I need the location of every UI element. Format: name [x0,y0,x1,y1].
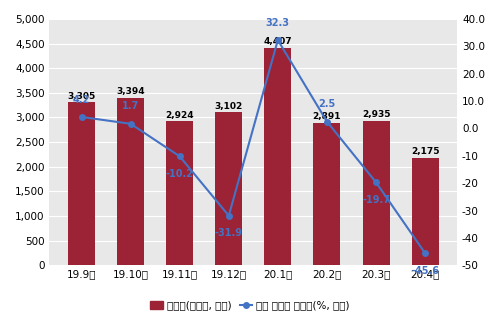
Text: -10.2: -10.2 [166,169,194,179]
Text: 2,935: 2,935 [362,110,390,119]
Bar [362,121,390,265]
Text: 2,924: 2,924 [166,110,194,119]
전년 동기비 증가율(%, 우축) [422,251,428,255]
Text: 2,891: 2,891 [312,112,341,121]
Text: 32.3: 32.3 [266,18,290,28]
Legend: 수출액(백만불, 좌축), 전년 동기비 증가율(%, 우축): 수출액(백만불, 좌축), 전년 동기비 증가율(%, 우축) [146,296,354,315]
Bar [216,112,242,265]
Text: 3,305: 3,305 [68,92,96,101]
Text: 2.5: 2.5 [318,99,336,109]
전년 동기비 증가율(%, 우축) [128,122,134,126]
Text: 4,407: 4,407 [264,37,292,46]
전년 동기비 증가율(%, 우축) [275,38,281,42]
Bar [117,98,144,265]
전년 동기비 증가율(%, 우축) [226,214,232,218]
Text: 4.2: 4.2 [73,95,90,105]
Bar [412,158,438,265]
Text: 3,102: 3,102 [214,102,243,111]
전년 동기비 증가율(%, 우축) [373,180,379,184]
전년 동기비 증가율(%, 우축) [78,115,84,119]
Text: 2,175: 2,175 [411,148,440,156]
Bar [166,121,193,265]
Text: 3,394: 3,394 [116,87,145,96]
Text: -19.7: -19.7 [362,195,390,205]
전년 동기비 증가율(%, 우축) [176,155,182,158]
Line: 전년 동기비 증가율(%, 우축): 전년 동기비 증가율(%, 우축) [78,37,428,256]
Bar [68,102,95,265]
Bar [314,123,340,265]
Text: 1.7: 1.7 [122,101,139,111]
전년 동기비 증가율(%, 우축) [324,120,330,124]
Text: -31.9: -31.9 [215,228,243,238]
Text: -45.6: -45.6 [411,266,439,276]
Bar [264,48,291,265]
